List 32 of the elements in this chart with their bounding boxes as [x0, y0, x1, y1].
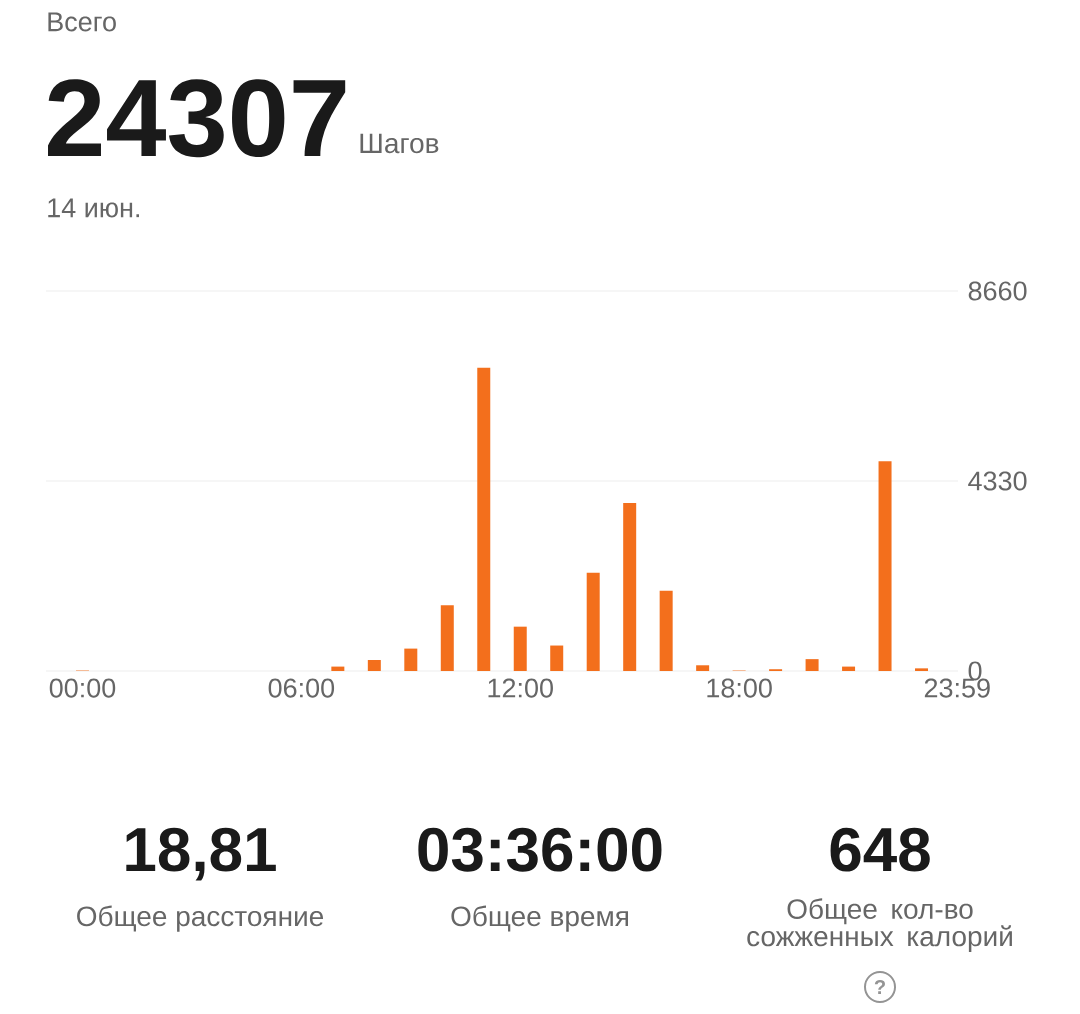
x-tick-label: 06:00 [268, 678, 335, 698]
bar [623, 502, 637, 671]
bar [842, 666, 856, 671]
text: 03:36:00 [418, 827, 662, 872]
x-tick-label: 18:00 [707, 678, 772, 698]
text: 18,81 [126, 827, 276, 881]
bar [404, 648, 418, 671]
bar [367, 660, 381, 671]
bar [331, 666, 345, 671]
bar [805, 659, 819, 671]
bar [586, 572, 600, 671]
bar [477, 367, 491, 671]
text: Общее время [451, 905, 628, 932]
bar [915, 668, 929, 671]
text: Общее расстояние [77, 905, 324, 932]
bar [878, 461, 892, 671]
bar [513, 626, 527, 671]
y-tick-label: 8660 [968, 281, 1027, 301]
y-tick-label: 4330 [968, 471, 1027, 491]
bar [440, 605, 454, 671]
bar [696, 665, 710, 671]
bar [659, 590, 673, 671]
text: ? [874, 980, 885, 994]
text: Шагов [360, 133, 439, 154]
text: 648 [830, 827, 930, 872]
text: 24307 [48, 79, 346, 158]
chart-title: Всего [48, 12, 116, 32]
text: 14 июн. [48, 198, 139, 218]
x-tick-label: 12:00 [488, 678, 553, 698]
bar [550, 645, 564, 671]
x-tick-label: 00:00 [49, 678, 116, 698]
text: Общее кол-во сожженных калорий [747, 898, 1012, 952]
